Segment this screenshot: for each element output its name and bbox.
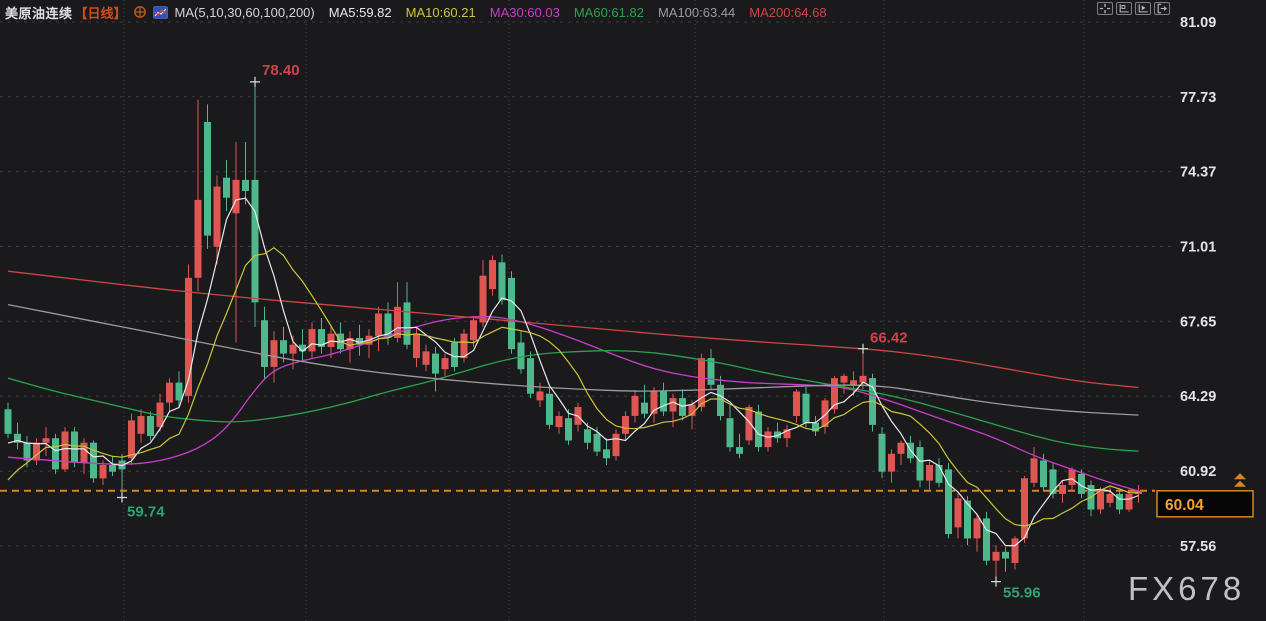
extreme-price-label: 78.40 (262, 62, 300, 79)
ma5-value: MA5:59.82 (328, 4, 392, 20)
axis-tick-label: 77.73 (1180, 90, 1216, 106)
grid (0, 0, 1172, 621)
ma-formula-label[interactable]: MA(5,10,30,60,100,200) (174, 4, 315, 20)
extreme-marker-cross (991, 576, 1001, 587)
watermark: FX678 (1128, 570, 1245, 607)
extreme-price-label: 66.42 (870, 330, 908, 347)
symbol-title: 美原油连续 (5, 5, 73, 21)
extreme-marker-cross (117, 492, 127, 503)
ma30-value: MA30:60.03 (489, 4, 560, 20)
annotations-layer: 78.40 59.74 66.42 55.96 (117, 62, 1041, 602)
extreme-marker-cross (250, 76, 260, 87)
mini-chart-icon[interactable] (152, 5, 168, 19)
candles-layer (4, 81, 1142, 582)
extreme-marker-cross (858, 343, 868, 354)
axis-tick-label: 64.29 (1180, 389, 1216, 405)
ma100-value: MA100:63.44 (657, 4, 736, 20)
ma100-line (7, 303, 1139, 416)
ma30-line (7, 315, 1139, 492)
corner-chart-icon[interactable] (1116, 2, 1132, 15)
axis-tick-label: 60.92 (1180, 464, 1216, 480)
price-axis: 81.09 77.73 74.37 71.01 67.65 64.29 60.92 57.56 (1180, 15, 1216, 555)
pop-out-icon[interactable] (1154, 2, 1170, 15)
globe-plus-icon[interactable] (133, 5, 147, 19)
ma10-line (7, 247, 1139, 527)
ma10-value: MA10:60.21 (405, 4, 476, 20)
extreme-price-label: 55.96 (1003, 585, 1041, 602)
ma60-value: MA60:61.82 (573, 4, 644, 20)
axis-tick-label: 67.65 (1180, 314, 1216, 330)
axis-tick-label: 74.37 (1180, 165, 1216, 181)
svg-text:60.04: 60.04 (1165, 497, 1204, 514)
chart-header: 美原油连续 【日线】 MA(5,10,30,60,100,200) MA5:59… (0, 0, 1095, 22)
extreme-price-label: 59.74 (127, 504, 165, 521)
ma-lines-layer (7, 197, 1139, 547)
chart-toolbar (1097, 2, 1170, 15)
current-price-tag: 60.04 (1156, 473, 1254, 518)
axis-tick-label: 57.56 (1180, 539, 1216, 555)
ma5-line (7, 197, 1139, 547)
ma60-line (7, 350, 1139, 452)
price-up-arrow-icon (1234, 473, 1246, 487)
ma200-line (7, 270, 1139, 389)
ma200-value: MA200:64.68 (749, 4, 827, 20)
axis-tick-label: 71.01 (1180, 240, 1216, 256)
corner-play-icon[interactable] (1135, 2, 1151, 15)
period-label[interactable]: 【日线】 (74, 5, 127, 21)
crosshair-tool-icon[interactable] (1097, 2, 1113, 15)
axis-tick-label: 81.09 (1180, 15, 1216, 31)
